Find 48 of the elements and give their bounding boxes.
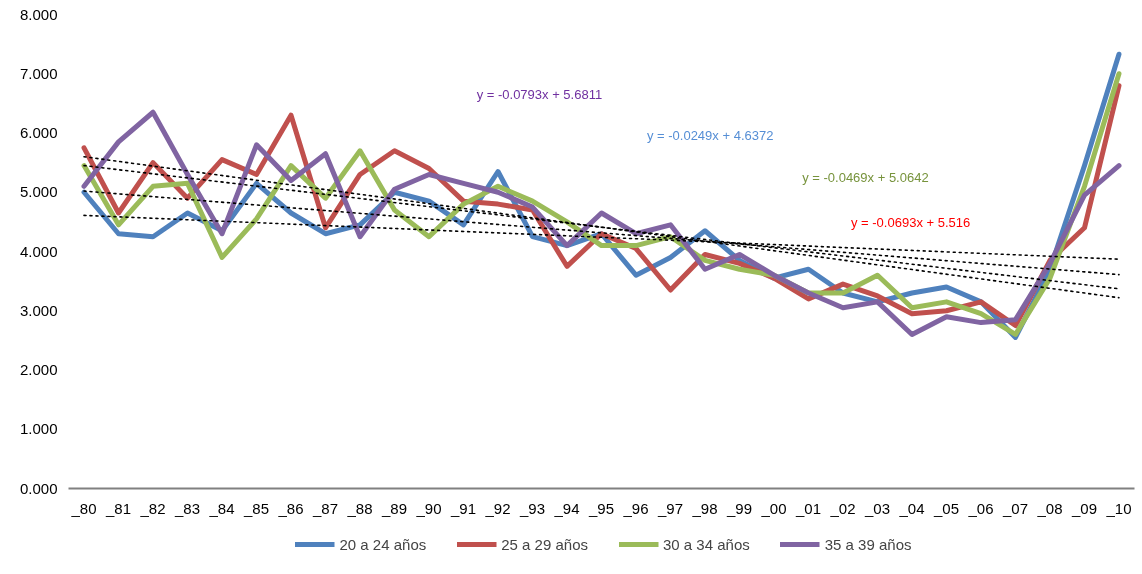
x-tick-label: _88 — [346, 499, 373, 517]
x-tick-label: _00 — [760, 499, 787, 517]
y-tick-label: 2.000 — [19, 361, 58, 378]
y-tick-label: 8.000 — [19, 5, 58, 23]
x-tick-label: _08 — [1036, 499, 1063, 517]
x-tick-label: _83 — [174, 499, 201, 517]
x-tick-label: _95 — [587, 499, 615, 517]
x-tick-label: _82 — [139, 499, 166, 517]
legend-label: 25 a 29 años — [501, 535, 588, 553]
x-tick-label: _06 — [967, 499, 994, 517]
x-tick-label: _87 — [312, 499, 339, 517]
x-tick-label: _03 — [863, 499, 890, 517]
legend-label: 35 a 39 años — [824, 535, 912, 553]
y-tick-label: 7.000 — [19, 64, 58, 82]
legend-label: 30 a 34 años — [663, 535, 750, 553]
x-tick-label: _05 — [932, 499, 959, 517]
x-tick-label: _81 — [105, 499, 132, 517]
x-tick-label: _09 — [1070, 499, 1097, 517]
x-tick-label: _93 — [518, 499, 546, 517]
x-tick-label: _01 — [794, 499, 822, 517]
annotation: y = -0.0693x + 5.516 — [850, 214, 971, 230]
x-tick-label: _04 — [898, 499, 925, 517]
x-tick-label: _98 — [691, 499, 718, 517]
x-tick-label: _90 — [415, 499, 442, 517]
y-tick-label: 6.000 — [19, 124, 58, 141]
y-tick-label: 1.000 — [19, 420, 58, 438]
y-tick-label: 0.000 — [19, 479, 58, 497]
y-tick-label: 4.000 — [19, 242, 58, 260]
x-tick-label: _99 — [725, 499, 753, 517]
x-tick-label: _96 — [622, 499, 649, 517]
x-tick-label: _92 — [484, 499, 511, 517]
x-tick-label: _94 — [553, 499, 580, 517]
annotation: y = -0.0469x + 5.0642 — [802, 169, 929, 185]
annotation: y = -0.0249x + 4.6372 — [646, 127, 774, 143]
x-tick-label: _80 — [70, 499, 97, 517]
legend-label: 20 a 24 años — [339, 535, 427, 553]
x-tick-label: _89 — [381, 499, 408, 517]
x-tick-label: _84 — [208, 499, 235, 517]
x-tick-label: _85 — [243, 499, 270, 517]
x-tick-label: _02 — [829, 499, 856, 517]
x-tick-label: _91 — [449, 499, 477, 517]
x-tick-label: _10 — [1105, 499, 1132, 517]
x-tick-label: _97 — [656, 499, 684, 517]
x-tick-label: _07 — [1001, 499, 1028, 517]
y-tick-label: 3.000 — [19, 301, 58, 319]
annotation: y = -0.0793x + 5.6811 — [476, 86, 603, 102]
y-tick-label: 5.000 — [19, 183, 58, 201]
x-tick-label: _86 — [277, 499, 304, 517]
